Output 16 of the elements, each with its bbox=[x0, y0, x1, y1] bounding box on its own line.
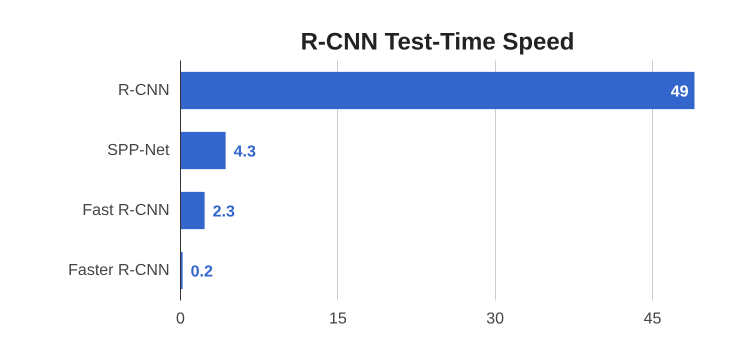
y-tick-label: Fast R-CNN bbox=[82, 202, 170, 219]
x-tick-label: 45 bbox=[644, 310, 662, 328]
y-tick-label: Faster R-CNN bbox=[68, 262, 170, 279]
y-tick-label: SPP-Net bbox=[107, 142, 170, 159]
y-tick-label: R-CNN bbox=[118, 82, 170, 99]
bar bbox=[180, 132, 226, 170]
x-tick-label: 15 bbox=[328, 310, 347, 328]
x-tick-label: 30 bbox=[486, 310, 504, 328]
bar bbox=[180, 192, 205, 230]
bar bbox=[180, 72, 694, 110]
x-tick-label: 0 bbox=[176, 310, 186, 328]
data-label: 49 bbox=[670, 84, 689, 100]
data-label: 0.2 bbox=[190, 264, 213, 280]
chart-title: R-CNN Test-Time Speed bbox=[300, 28, 574, 56]
data-label: 4.3 bbox=[234, 144, 256, 160]
data-label: 2.3 bbox=[212, 204, 235, 220]
